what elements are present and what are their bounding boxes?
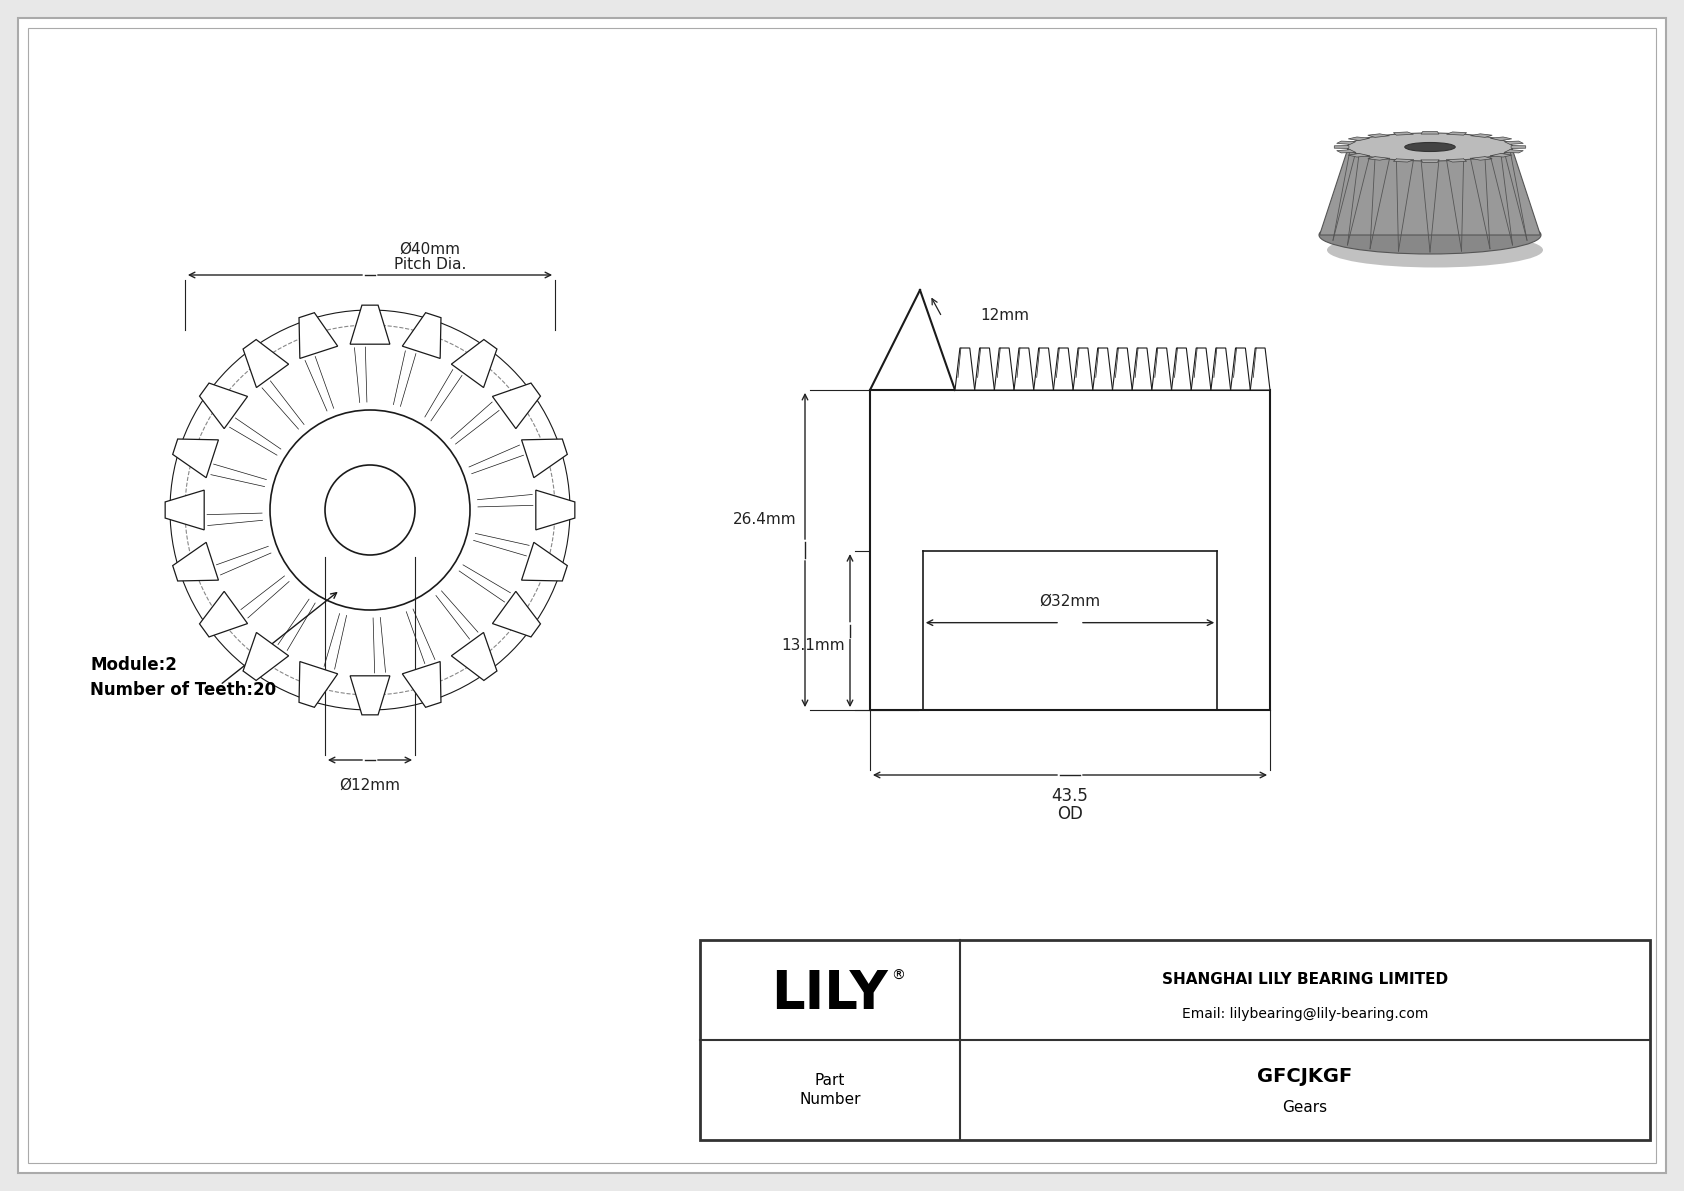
Polygon shape (173, 439, 219, 478)
Polygon shape (350, 675, 391, 715)
Polygon shape (300, 661, 338, 707)
Polygon shape (1334, 145, 1349, 149)
Polygon shape (242, 339, 288, 387)
Polygon shape (1337, 150, 1356, 152)
Text: SHANGHAI LILY BEARING LIMITED: SHANGHAI LILY BEARING LIMITED (1162, 973, 1448, 987)
Polygon shape (1504, 150, 1524, 152)
Ellipse shape (1347, 133, 1512, 161)
Polygon shape (199, 592, 248, 637)
Text: ®: ® (891, 969, 904, 983)
Text: OD: OD (1058, 805, 1083, 823)
Polygon shape (536, 491, 574, 530)
Polygon shape (955, 348, 975, 389)
Text: Module:2: Module:2 (89, 656, 177, 674)
Polygon shape (522, 439, 568, 478)
Text: Email: lilybearing@lily-bearing.com: Email: lilybearing@lily-bearing.com (1182, 1008, 1428, 1021)
Ellipse shape (1319, 216, 1541, 254)
Text: LILY: LILY (771, 968, 889, 1019)
Polygon shape (1490, 137, 1512, 141)
Polygon shape (1470, 133, 1492, 137)
Polygon shape (994, 348, 1014, 389)
Polygon shape (492, 384, 541, 429)
Ellipse shape (1404, 143, 1455, 151)
Polygon shape (522, 542, 568, 581)
Ellipse shape (1327, 232, 1543, 268)
Polygon shape (402, 661, 441, 707)
Polygon shape (1113, 348, 1132, 389)
Polygon shape (1393, 132, 1413, 135)
Polygon shape (1367, 156, 1389, 161)
Polygon shape (1470, 156, 1492, 161)
Text: Ø12mm: Ø12mm (340, 778, 401, 793)
Polygon shape (1132, 348, 1152, 389)
Polygon shape (492, 592, 541, 637)
Polygon shape (1172, 348, 1191, 389)
Polygon shape (1054, 348, 1073, 389)
Polygon shape (1014, 348, 1034, 389)
Polygon shape (402, 313, 441, 358)
Polygon shape (350, 305, 391, 344)
Polygon shape (451, 632, 497, 680)
Polygon shape (1152, 348, 1172, 389)
Polygon shape (451, 339, 497, 387)
Polygon shape (165, 491, 204, 530)
Text: Number of Teeth:20: Number of Teeth:20 (89, 681, 276, 699)
Polygon shape (173, 542, 219, 581)
Polygon shape (1073, 348, 1093, 389)
Text: Gears: Gears (1283, 1100, 1327, 1116)
Polygon shape (1367, 133, 1389, 137)
Polygon shape (1447, 158, 1467, 162)
Polygon shape (300, 313, 338, 358)
Polygon shape (1320, 146, 1541, 235)
Polygon shape (1250, 348, 1270, 389)
Polygon shape (1421, 160, 1438, 162)
Polygon shape (871, 389, 1270, 710)
Text: GFCJKGF: GFCJKGF (1258, 1066, 1352, 1085)
Polygon shape (1231, 348, 1250, 389)
Bar (701, 940, 1650, 1140)
Polygon shape (242, 632, 288, 680)
Polygon shape (1337, 141, 1356, 144)
Polygon shape (1034, 348, 1054, 389)
Polygon shape (1504, 141, 1524, 144)
Text: Part
Number: Part Number (800, 1073, 861, 1108)
Polygon shape (1093, 348, 1113, 389)
Polygon shape (1490, 154, 1512, 157)
Polygon shape (1421, 131, 1438, 135)
Polygon shape (1447, 132, 1467, 135)
Polygon shape (1511, 145, 1526, 149)
Polygon shape (1211, 348, 1231, 389)
Polygon shape (199, 384, 248, 429)
Polygon shape (1349, 154, 1369, 157)
Polygon shape (975, 348, 994, 389)
Polygon shape (1393, 158, 1413, 162)
Polygon shape (1349, 137, 1369, 141)
Polygon shape (1191, 348, 1211, 389)
Text: 13.1mm: 13.1mm (781, 638, 845, 653)
Text: 43.5: 43.5 (1051, 787, 1088, 805)
Text: Ø32mm: Ø32mm (1039, 593, 1101, 609)
Text: Ø40mm: Ø40mm (399, 242, 460, 257)
Text: Pitch Dia.: Pitch Dia. (394, 257, 466, 272)
Text: 26.4mm: 26.4mm (733, 512, 797, 528)
Text: 12mm: 12mm (980, 307, 1029, 323)
